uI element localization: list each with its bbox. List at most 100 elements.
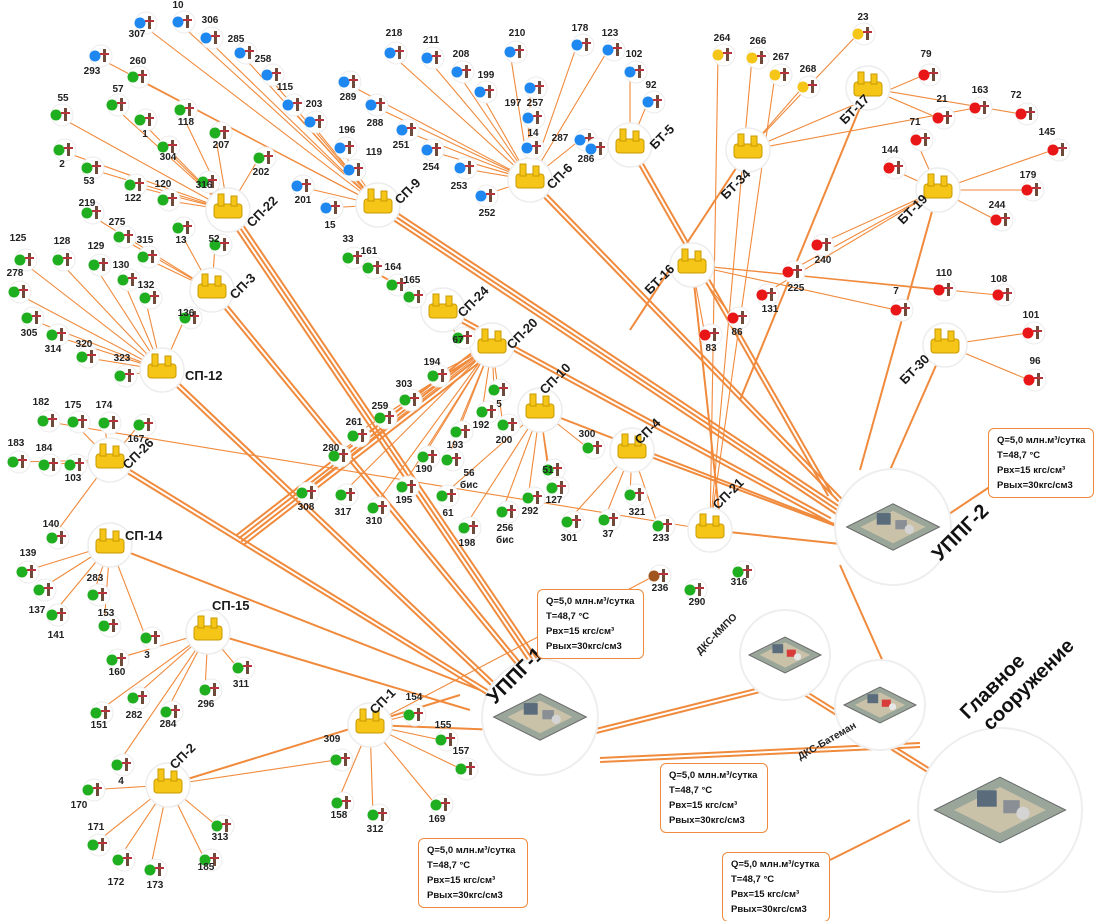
station-sp4[interactable]: СП-4 [609,415,664,473]
well-261[interactable]: 261 [346,417,371,448]
well-2[interactable]: 2 [53,138,77,170]
station-sp24[interactable]: СП-24 [420,282,492,333]
well-136[interactable]: 136 [178,306,203,330]
well-219[interactable]: 219 [79,198,105,225]
well-170[interactable]: 170 [71,778,106,811]
well-264[interactable]: 264 [712,33,736,67]
well-161[interactable]: 161 [361,246,386,280]
well-323[interactable]: 323 [114,353,138,388]
well-33[interactable]: 33 [342,234,366,270]
well-316[interactable]: 316 [196,170,221,194]
well-182[interactable]: 182 [33,397,61,433]
well-123[interactable]: 123 [602,28,626,62]
station-sp15[interactable]: СП-15 [185,598,250,655]
well-300[interactable]: 300 [579,429,606,460]
station-bt30[interactable]: БТ-30 [897,322,968,387]
station-bt16[interactable]: БТ-16 [642,242,715,297]
well-200[interactable]: 200 [496,413,521,446]
well-119[interactable]: 119 [343,147,383,182]
well-4[interactable]: 4 [111,753,135,787]
well-257[interactable]: 257 [522,98,546,130]
well-317[interactable]: 317 [335,483,359,518]
well-282[interactable]: 282 [126,686,151,721]
well-198[interactable]: 198 [458,516,482,549]
well-305[interactable]: 305 [21,306,45,339]
well-164[interactable]: 164 [385,262,410,297]
well-137[interactable]: 137 [29,578,57,616]
station-sp3[interactable]: СП-3 [189,267,259,313]
well-211[interactable]: 211 [421,35,445,70]
station-sp1[interactable]: СП-1 [347,685,399,748]
well-158[interactable]: 158 [331,791,355,821]
well-304[interactable]: 304 [157,135,181,163]
well-125[interactable]: 125 [10,233,38,272]
well-283[interactable]: 283 [87,573,111,607]
station-bt34[interactable]: БТ-34 [718,127,771,202]
facility-dks-kmpo[interactable]: ДКС-КМПО [694,609,831,701]
station-sp26[interactable]: СП-26 [87,435,157,483]
well-202[interactable]: 202 [253,146,277,178]
well-296[interactable]: 296 [198,678,223,710]
well-122[interactable]: 122 [124,173,148,204]
well-15[interactable]: 15 [320,196,344,231]
facility-dks-bateman[interactable]: ДКС-Батеман [796,659,926,763]
station-sp20[interactable]: СП-20 [469,315,541,368]
well-201[interactable]: 201 [291,174,315,206]
facility-uppg2[interactable]: УППГ-2 [834,468,993,586]
station-bt5[interactable]: БТ-5 [607,121,677,168]
well-266[interactable]: 266 [746,36,770,70]
well-289[interactable]: 289 [338,70,362,103]
well-267[interactable]: 267 [769,52,793,87]
well-203[interactable]: 203 [304,99,328,134]
well-61[interactable]: 61 [436,484,460,519]
well-175[interactable]: 175 [65,400,91,434]
well-251[interactable]: 251 [393,118,420,151]
well-225[interactable]: 225 [782,260,806,294]
well-275[interactable]: 275 [109,217,137,249]
well-165[interactable]: 165 [403,275,427,309]
well-157[interactable]: 157 [453,746,479,781]
station-sp14[interactable]: СП-14 [87,522,163,568]
well-173[interactable]: 173 [144,858,168,891]
well-321[interactable]: 321 [624,483,648,518]
well-193[interactable]: 193 [447,420,474,451]
well-110[interactable]: 110 [933,268,957,302]
well-108[interactable]: 108 [991,274,1016,307]
well-307[interactable]: 307 [129,11,158,40]
well-7[interactable]: 7 [890,286,914,322]
well-286[interactable]: 286 [578,137,609,165]
well-174[interactable]: 174 [96,400,122,435]
well-284[interactable]: 284 [160,700,184,730]
well-312[interactable]: 312 [367,803,391,835]
well-14[interactable]: 14 [521,128,545,160]
well-309[interactable]: 309 [324,734,354,772]
well-252[interactable]: 252 [475,184,499,219]
well-127[interactable]: 127 [546,476,570,506]
well-244[interactable]: 244 [989,200,1014,232]
well-140[interactable]: 140 [43,519,70,550]
well-254[interactable]: 254 [421,138,445,173]
well-144[interactable]: 144 [882,145,907,180]
well-310[interactable]: 310 [366,496,391,527]
well-10[interactable]: 10 [172,0,196,34]
station-sp22[interactable]: СП-22 [205,187,281,233]
well-13[interactable]: 13 [172,216,196,246]
well-236[interactable]: 236 [648,564,672,594]
station-sp6[interactable]: СП-6 [507,157,576,203]
well-233[interactable]: 233 [652,514,676,544]
well-115[interactable]: 115 [277,82,306,117]
well-21[interactable]: 21 [932,94,956,130]
well-96[interactable]: 96 [1023,356,1047,392]
well-79[interactable]: 79 [918,49,942,87]
well-290[interactable]: 290 [684,578,708,608]
well-185[interactable]: 185 [198,848,223,873]
well-208[interactable]: 208 [451,49,475,84]
well-259[interactable]: 259 [372,401,398,430]
well-260[interactable]: 260 [127,56,151,89]
well-306[interactable]: 306 [200,15,224,50]
well-86[interactable]: 86 [727,306,751,338]
well-57[interactable]: 57 [106,84,130,117]
well-172[interactable]: 172 [108,848,136,888]
well-190[interactable]: 190 [416,445,441,475]
well-301[interactable]: 301 [561,510,585,544]
